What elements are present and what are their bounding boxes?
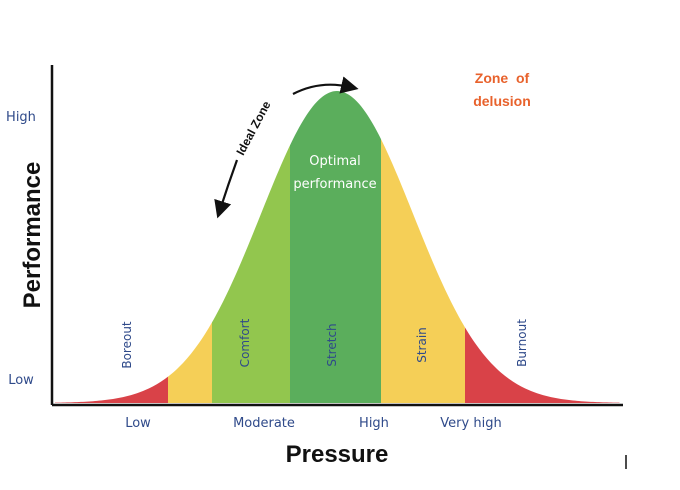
- x-tick-low: Low: [125, 416, 151, 431]
- optimal-label-line2: performance: [293, 177, 376, 192]
- delusion-label-line2: delusion: [473, 93, 531, 109]
- x-tick-very-high: Very high: [440, 416, 501, 431]
- zone-boreout-band: [55, 91, 168, 403]
- x-axis-title: Pressure: [286, 441, 389, 468]
- zone-label-boreout: Boreout: [120, 321, 134, 369]
- zone-label-stretch: Stretch: [325, 323, 339, 366]
- x-tick-moderate: Moderate: [233, 416, 295, 431]
- ideal-zone-down-arrow-icon: [214, 159, 239, 219]
- zone-label-strain: Strain: [415, 327, 429, 363]
- delusion-label-line1: Zone of: [475, 70, 530, 86]
- zone-stretch-band: [290, 91, 381, 403]
- zone-label-comfort: Comfort: [238, 318, 252, 367]
- optimal-label-line1: Optimal: [309, 154, 360, 169]
- y-axis-title: Performance: [19, 162, 46, 309]
- y-tick-high: High: [6, 110, 36, 125]
- y-tick-low: Low: [8, 373, 34, 388]
- zone-transition-left-band: [168, 91, 212, 403]
- zone-label-burnout: Burnout: [515, 319, 529, 367]
- zone-burnout-band: [465, 91, 620, 403]
- ideal-zone-right-arrow-icon: [292, 76, 359, 95]
- x-tick-high: High: [359, 416, 389, 431]
- ideal-zone-label: Ideal Zone: [233, 98, 273, 157]
